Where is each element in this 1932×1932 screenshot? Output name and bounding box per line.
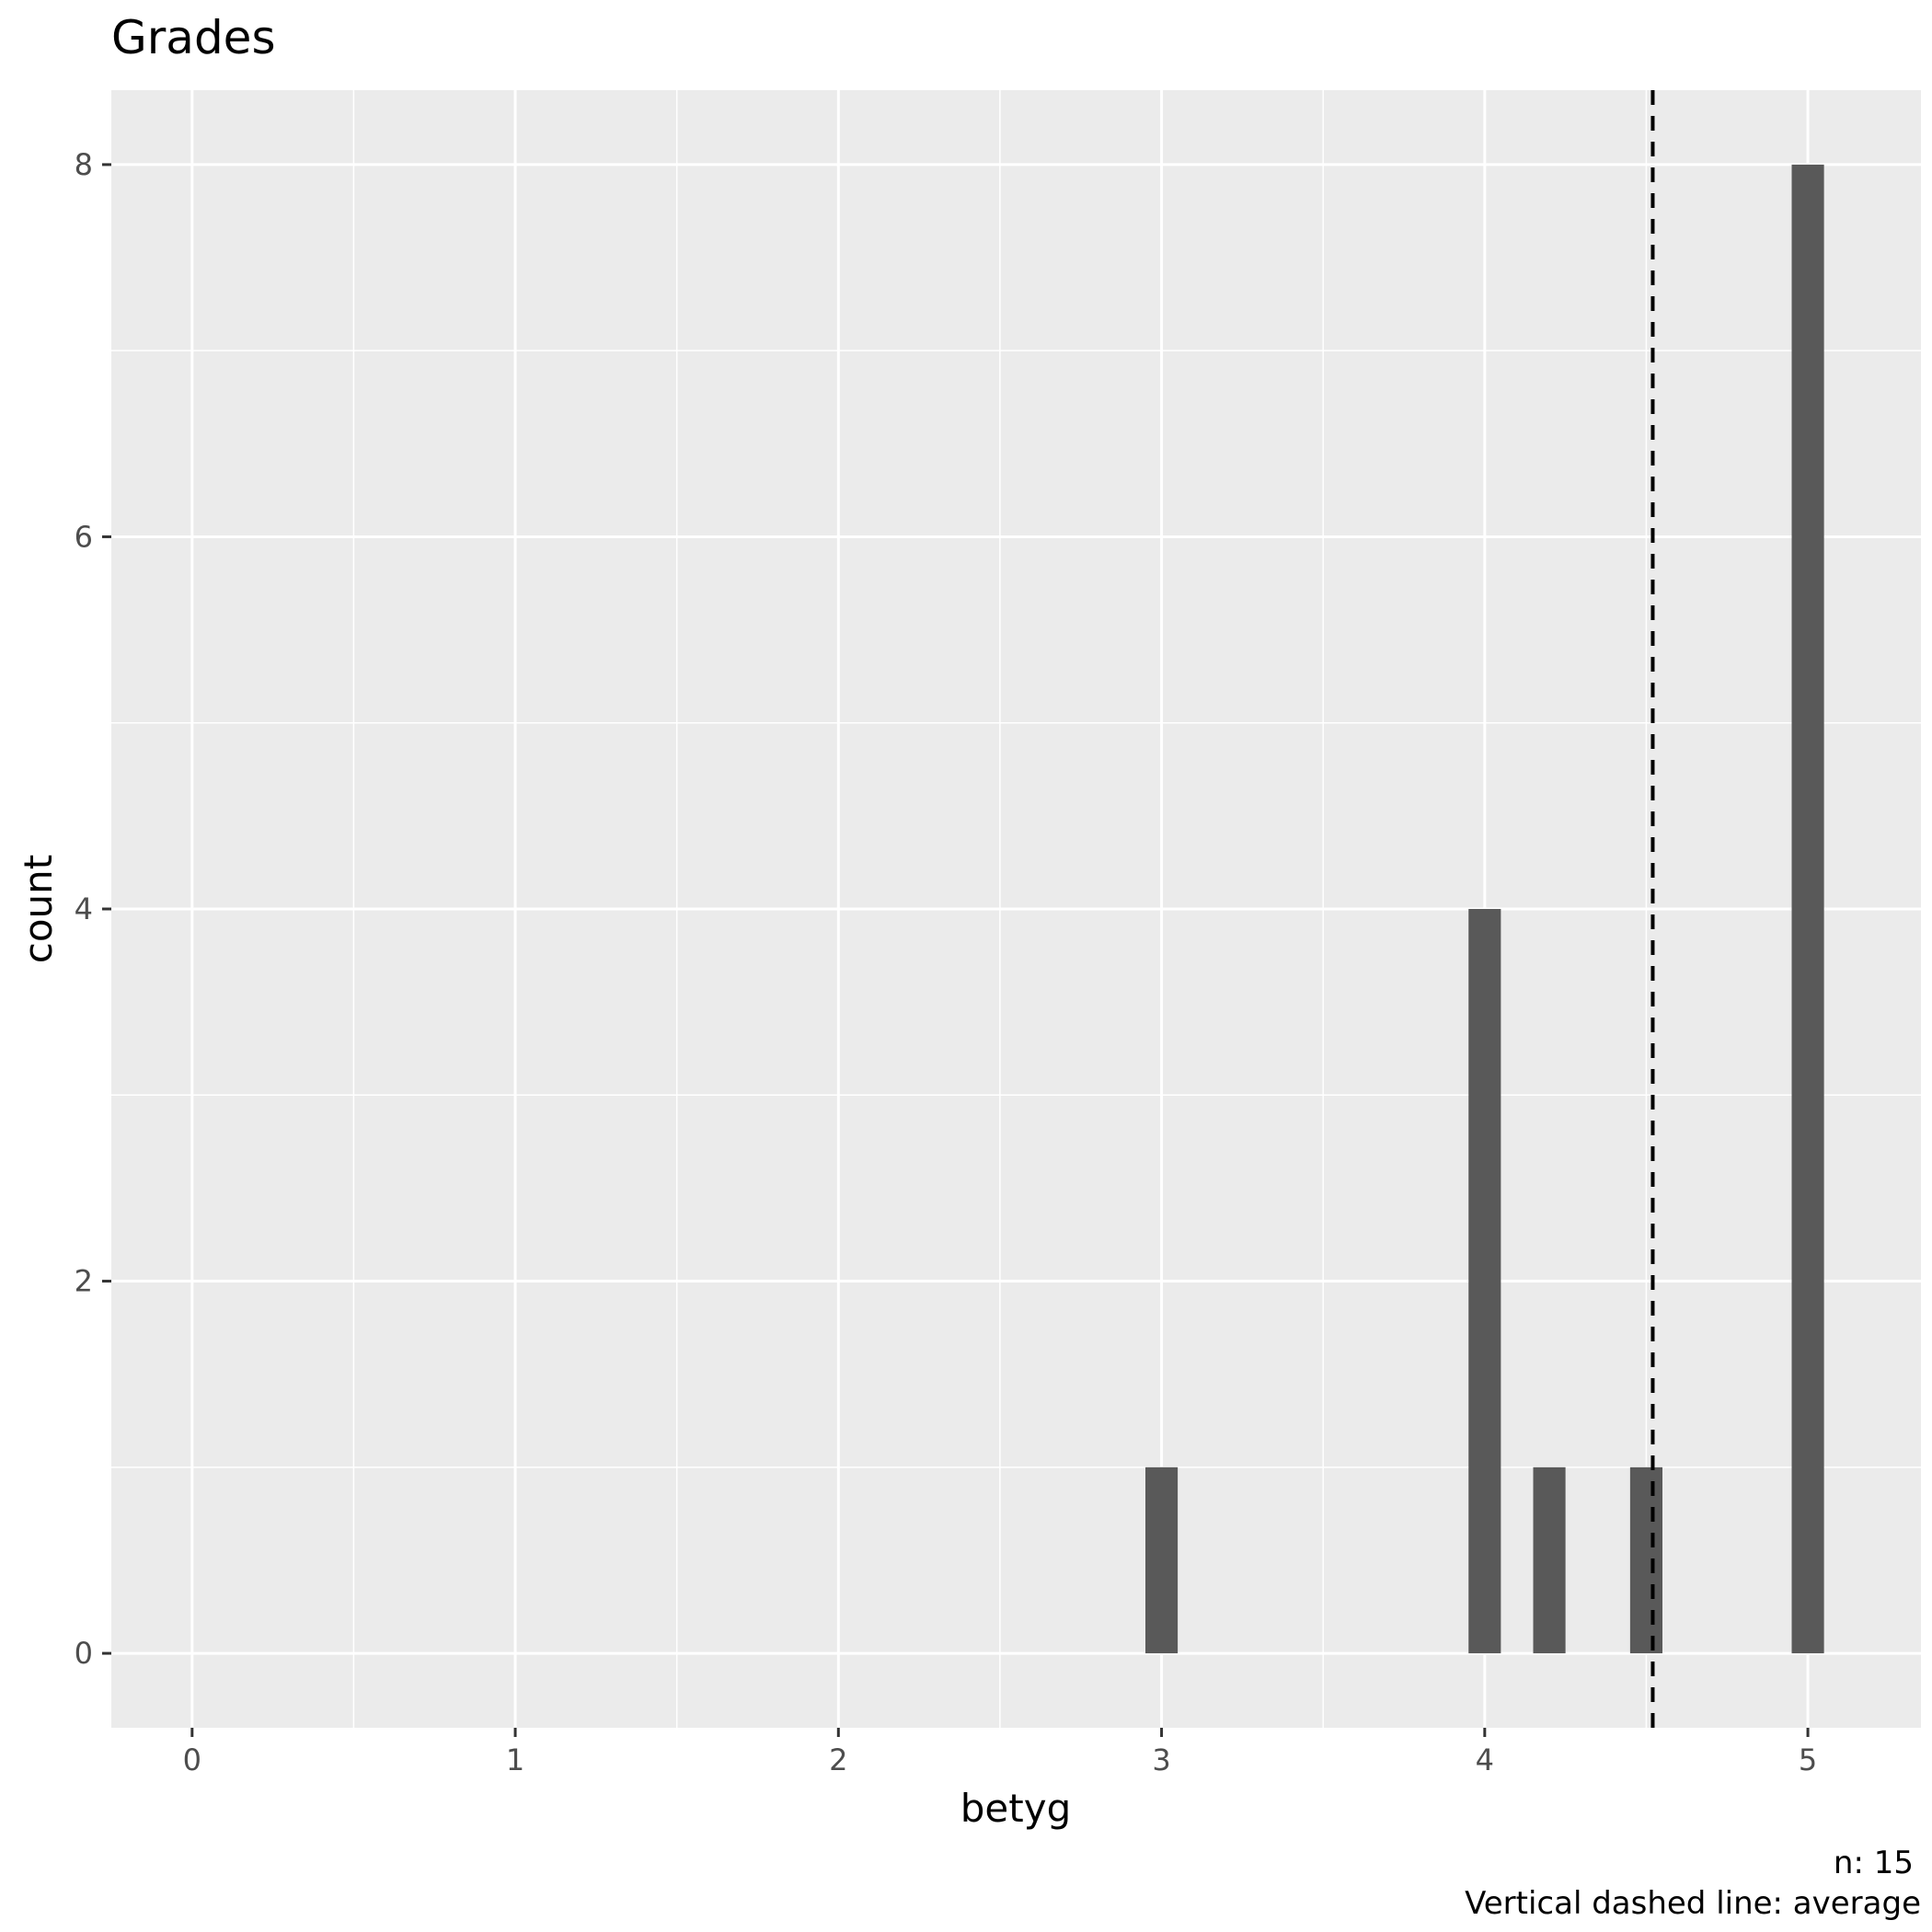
y-tick-label: 6: [75, 519, 93, 554]
x-tick-label: 0: [183, 1742, 201, 1777]
bar: [1791, 164, 1824, 1654]
y-tick-label: 8: [75, 147, 93, 182]
x-axis: 0 1 2 3 4 5: [183, 1728, 1817, 1777]
x-axis-title: betyg: [960, 1786, 1071, 1831]
x-tick-label: 3: [1152, 1742, 1170, 1777]
bar: [1533, 1466, 1566, 1654]
x-tick-label: 4: [1476, 1742, 1494, 1777]
x-tick-label: 2: [829, 1742, 847, 1777]
x-tick-label: 5: [1799, 1742, 1817, 1777]
bar: [1145, 1466, 1179, 1654]
bars: [1145, 164, 1824, 1654]
y-axis: 0 2 4 6 8: [75, 147, 111, 1671]
y-tick-label: 2: [75, 1264, 93, 1299]
bar: [1629, 1466, 1662, 1654]
chart-title: Grades: [111, 11, 276, 64]
bar: [1468, 909, 1501, 1654]
x-tick-label: 1: [506, 1742, 524, 1777]
caption-n: n: 15: [1834, 1845, 1914, 1881]
y-tick-label: 4: [75, 891, 93, 926]
y-tick-label: 0: [75, 1636, 93, 1671]
caption-average-note: Vertical dashed line: average: [1465, 1885, 1921, 1922]
y-axis-title: count: [16, 855, 61, 964]
